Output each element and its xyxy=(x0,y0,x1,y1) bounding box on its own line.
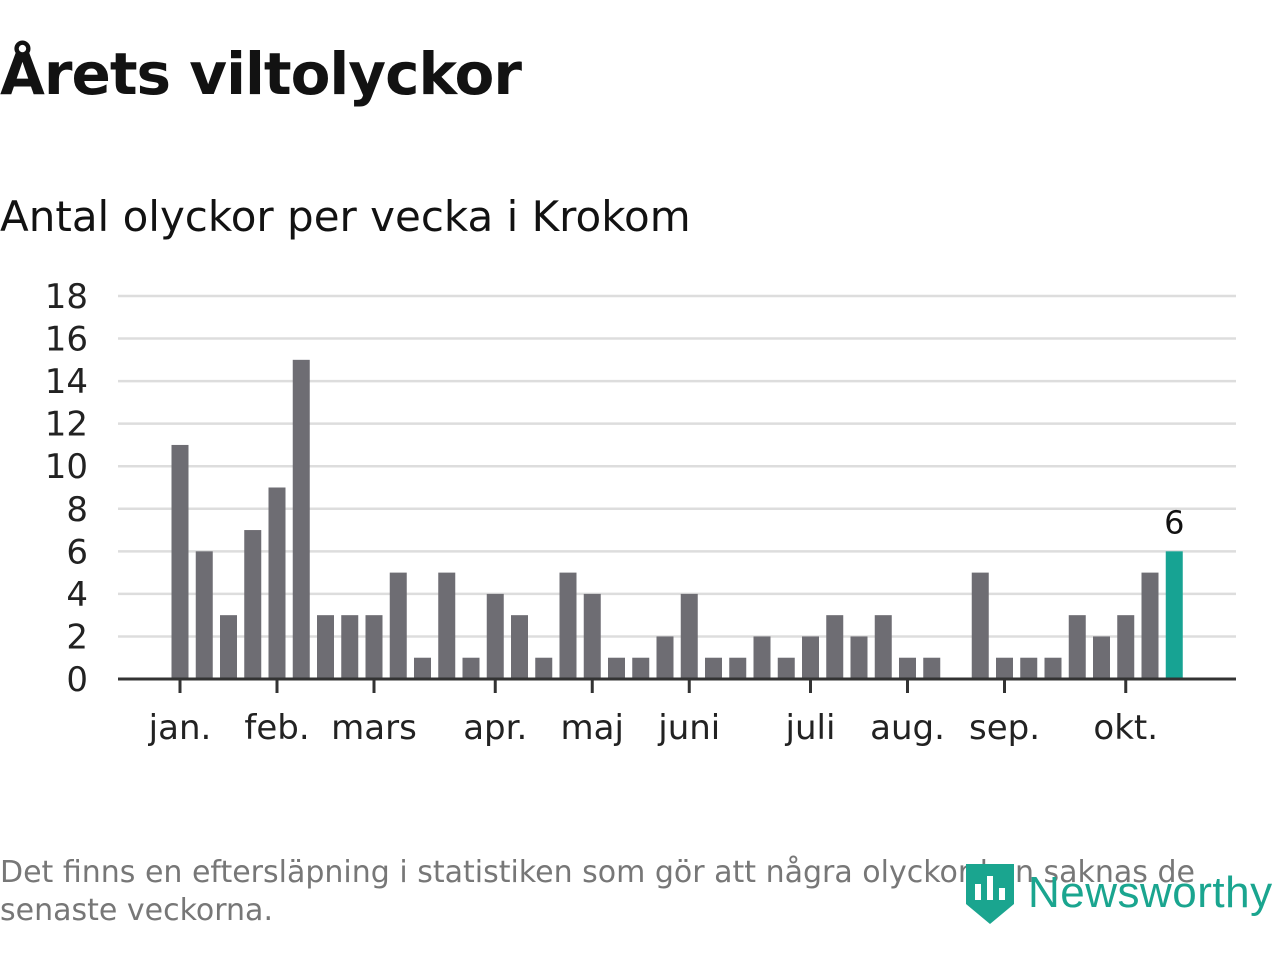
x-tick-label: maj xyxy=(561,708,624,748)
bar xyxy=(535,657,553,679)
chart-subtitle: Antal olyckor per vecka i Krokom xyxy=(0,192,691,241)
brand-name: Newsworthy xyxy=(1028,868,1273,917)
bar xyxy=(1141,572,1159,679)
bar xyxy=(729,657,747,679)
y-tick-label: 6 xyxy=(66,532,88,572)
x-tick-label: sep. xyxy=(969,708,1040,748)
bar xyxy=(874,615,892,679)
bar xyxy=(899,657,916,679)
bar xyxy=(559,572,577,679)
y-tick-label: 0 xyxy=(66,660,88,700)
x-tick-label: jan. xyxy=(148,708,212,748)
bar xyxy=(292,359,310,679)
bar xyxy=(1093,636,1110,679)
bar xyxy=(705,657,722,679)
bar xyxy=(195,551,213,679)
bar xyxy=(220,615,237,679)
bar xyxy=(365,615,383,679)
bar xyxy=(341,615,359,679)
bar xyxy=(583,593,601,679)
chart-title: Årets viltolyckor xyxy=(0,40,522,108)
bar xyxy=(511,615,528,679)
bar xyxy=(171,444,189,679)
y-tick-label: 18 xyxy=(45,277,88,317)
x-tick-label: juni xyxy=(657,708,720,748)
bar xyxy=(1020,657,1038,679)
bar xyxy=(1044,657,1062,679)
bar xyxy=(971,572,989,679)
bar xyxy=(850,636,868,679)
bar xyxy=(680,593,698,679)
bar xyxy=(608,657,625,679)
bar xyxy=(753,636,771,679)
bar xyxy=(462,657,480,679)
bar xyxy=(996,657,1013,679)
y-tick-label: 14 xyxy=(45,362,88,402)
brand-logo: Newsworthy xyxy=(964,858,1273,928)
bar xyxy=(802,636,819,679)
x-tick-label: juli xyxy=(785,708,836,748)
bar xyxy=(777,657,795,679)
x-tick-label: mars xyxy=(331,708,417,748)
newsworthy-logo-icon xyxy=(966,864,1014,924)
bar xyxy=(389,572,407,679)
bar xyxy=(1068,615,1086,679)
bar xyxy=(486,593,504,679)
x-tick-label: aug. xyxy=(870,708,945,748)
data-label: 6 xyxy=(1164,503,1184,541)
bar xyxy=(826,615,844,679)
bar xyxy=(244,530,262,679)
x-tick-label: okt. xyxy=(1093,708,1158,748)
bar xyxy=(317,615,334,679)
y-tick-label: 12 xyxy=(45,405,88,445)
y-tick-label: 16 xyxy=(45,320,88,360)
y-tick-label: 2 xyxy=(66,617,88,657)
bar xyxy=(1117,615,1135,679)
bar xyxy=(414,657,431,679)
y-tick-label: 10 xyxy=(45,447,88,487)
x-tick-label: feb. xyxy=(244,708,309,748)
bar xyxy=(438,572,456,679)
bar-highlight xyxy=(1165,551,1183,679)
bar xyxy=(632,657,650,679)
bar xyxy=(923,657,941,679)
bar xyxy=(268,487,286,679)
y-tick-label: 4 xyxy=(66,575,88,615)
bar xyxy=(656,636,674,679)
x-tick-label: apr. xyxy=(463,708,527,748)
y-tick-label: 8 xyxy=(66,490,88,530)
